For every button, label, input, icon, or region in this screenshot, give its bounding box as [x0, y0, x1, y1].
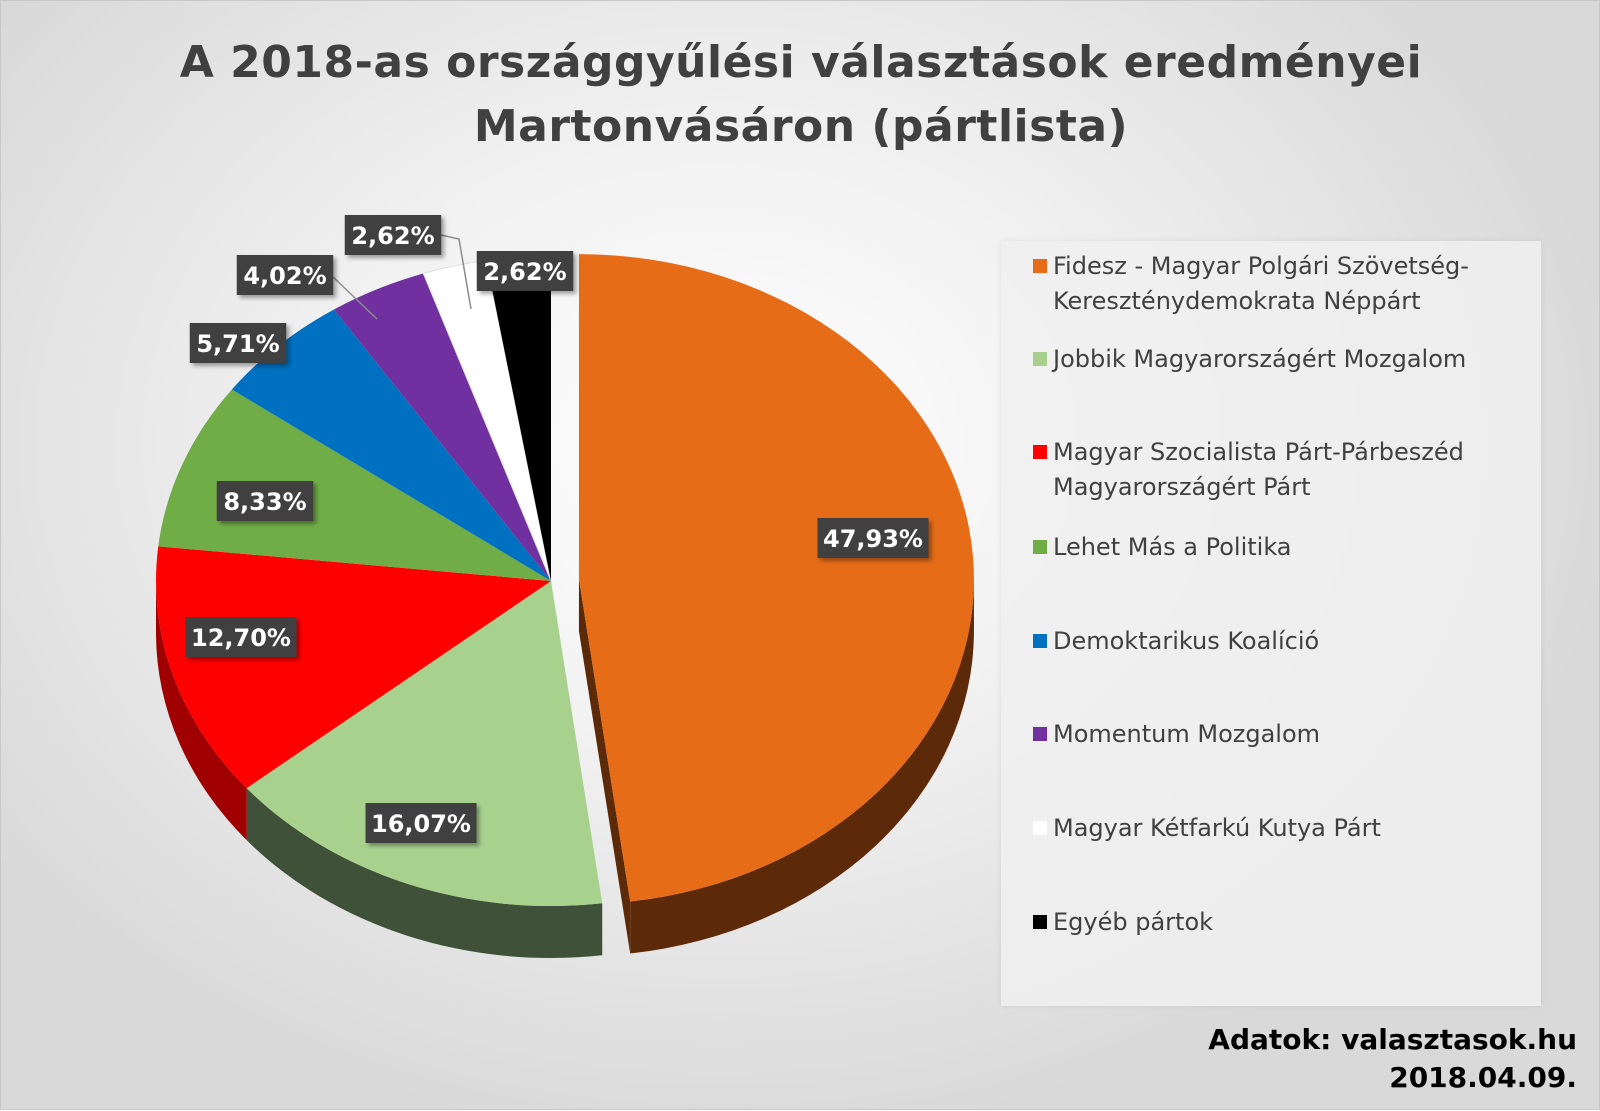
data-label-6: 2,62%	[351, 222, 434, 250]
legend-item-jobbik: Jobbik Magyarországért Mozgalom	[1033, 342, 1523, 377]
pie-slice-5	[333, 273, 551, 581]
data-label-box-7	[476, 251, 574, 291]
data-label-box-1	[365, 803, 477, 843]
pie-slice-7	[486, 256, 551, 581]
data-label-7: 2,62%	[483, 258, 566, 286]
data-label-box-0	[817, 518, 929, 558]
legend-swatch	[1033, 445, 1047, 459]
data-label-0: 47,93%	[823, 525, 923, 553]
data-label-1: 16,07%	[371, 810, 471, 838]
data-label-5: 4,02%	[243, 262, 326, 290]
legend-swatch	[1033, 259, 1047, 273]
legend-item-momentum: Momentum Mozgalom	[1033, 717, 1523, 752]
pie-slice-3	[158, 389, 551, 581]
legend-swatch	[1033, 634, 1047, 648]
pie-face-0	[578, 579, 631, 954]
pie-side-0	[630, 579, 974, 954]
legend-swatch	[1033, 540, 1047, 554]
legend-label: Demoktarikus Koalíció	[1053, 627, 1320, 655]
legend: Fidesz - Magyar Polgári Szövetség- Keres…	[1001, 241, 1541, 1006]
credit-source: Adatok: valasztasok.hu	[1208, 1023, 1577, 1056]
pie-side-1	[246, 788, 603, 958]
legend-item-mszp: Magyar Szocialista Párt-Párbeszéd Magyar…	[1033, 435, 1523, 505]
pie-chart: 47,93% 16,07% 12,70% 8,33% 5,71% 4,02% 2,62% 2,…	[155, 215, 974, 958]
legend-label: Fidesz - Magyar Polgári Szövetség-	[1053, 252, 1469, 280]
chart-title: A 2018-as országgyűlési választások ered…	[1, 31, 1600, 159]
legend-label-line2: Kereszténydemokrata Néppárt	[1053, 287, 1421, 315]
legend-label: Egyéb pártok	[1053, 908, 1214, 936]
legend-label: Jobbik Magyarországért Mozgalom	[1053, 345, 1467, 373]
data-label-box-6	[344, 215, 442, 255]
legend-swatch	[1033, 821, 1047, 835]
legend-item-egyeb: Egyéb pártok	[1033, 905, 1523, 940]
pie-side-2	[156, 581, 247, 841]
legend-label: Magyar Szocialista Párt-Párbeszéd	[1053, 438, 1464, 466]
pie-slice-2	[155, 546, 551, 789]
data-label-3: 8,33%	[223, 488, 306, 516]
credit-date: 2018.04.09.	[1389, 1061, 1577, 1094]
legend-item-lmp: Lehet Más a Politika	[1033, 530, 1523, 565]
legend-label-line2: Magyarországért Párt	[1053, 473, 1311, 501]
legend-swatch	[1033, 915, 1047, 929]
data-label-2: 12,70%	[191, 624, 291, 652]
pie-slice-4	[231, 309, 551, 581]
legend-item-mkkp: Magyar Kétfarkú Kutya Párt	[1033, 811, 1523, 846]
chart-title-line1: A 2018-as országgyűlési választások ered…	[179, 37, 1423, 88]
legend-label: Magyar Kétfarkú Kutya Párt	[1053, 814, 1381, 842]
pie-slice-1	[246, 581, 603, 906]
legend-swatch	[1033, 727, 1047, 741]
legend-item-fidesz: Fidesz - Magyar Polgári Szövetség- Keres…	[1033, 249, 1523, 319]
legend-label: Lehet Más a Politika	[1053, 533, 1292, 561]
leader-line-5	[330, 274, 378, 320]
data-label-box-4	[189, 323, 287, 363]
legend-item-dk: Demoktarikus Koalíció	[1033, 624, 1523, 659]
data-label-4: 5,71%	[196, 330, 279, 358]
chart-title-line2: Martonvásáron (pártlista)	[473, 101, 1129, 152]
data-label-box-3	[216, 481, 314, 521]
data-label-box-2	[185, 617, 297, 657]
leader-line-6	[440, 234, 472, 310]
legend-label: Momentum Mozgalom	[1053, 720, 1321, 748]
legend-swatch	[1033, 352, 1047, 366]
pie-slice-0	[578, 254, 974, 902]
data-label-box-5	[236, 255, 334, 295]
